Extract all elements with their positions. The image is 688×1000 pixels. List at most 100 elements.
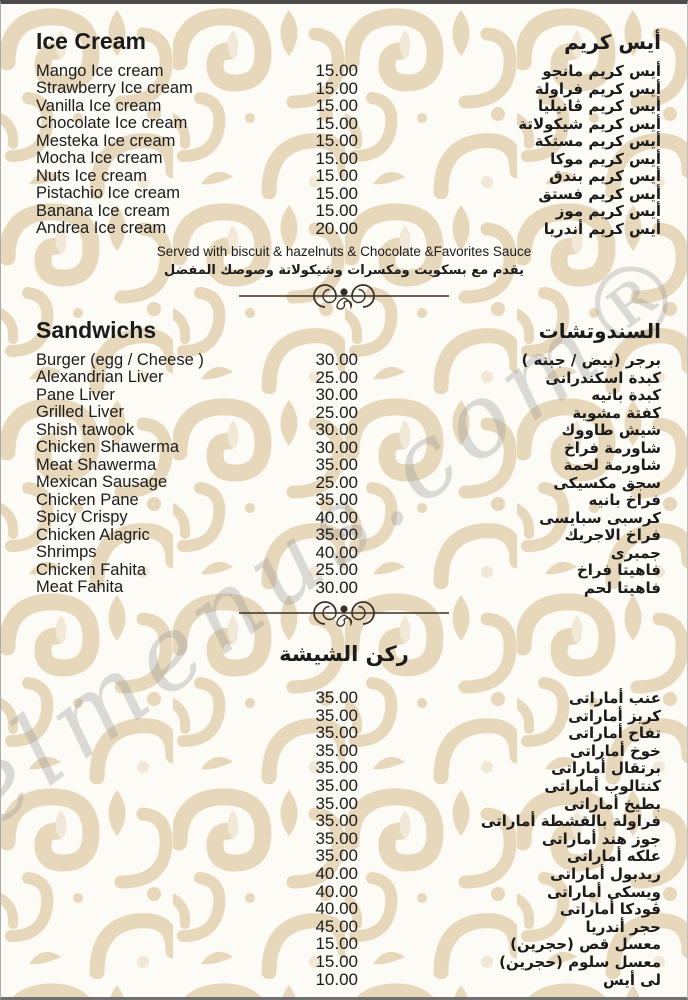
menu-item-row: Chicken Fahita 25.00 فاهيتا فراخ <box>1 560 687 579</box>
item-price: 15.00 <box>315 148 358 168</box>
menu-item-row: Grilled Liver 25.00 كفتة مشوية <box>1 403 687 422</box>
flourish-divider-icon <box>239 601 449 627</box>
sandwiches-header: Sandwichs السندوتشات <box>1 317 687 344</box>
item-name-ar: أيس كريم موز <box>555 202 661 220</box>
ice-cream-title-ar: أيس كريم <box>564 30 661 54</box>
item-name-en: Meat Shawerma <box>36 455 157 474</box>
menu-item-row: 35.00 كنتالوب أماراتى <box>1 775 687 795</box>
menu-item-row: Chicken Pane 35.00 فراخ بانيه <box>1 490 687 509</box>
item-name-en: Shish tawook <box>36 420 135 439</box>
item-name-ar: تفاح أماراتى <box>568 724 661 743</box>
menu-item-row: 45.00 حجر أندريا <box>1 916 687 936</box>
item-price: 35.00 <box>315 688 358 707</box>
sandwiches-title-en: Sandwichs <box>36 317 157 343</box>
menu-item-row: 35.00 بطيخ أماراتى <box>1 794 687 813</box>
menu-item-row: 35.00 تفاح أماراتى <box>1 723 687 743</box>
menu-item-row: 35.00 علكه أماراتى <box>1 846 687 866</box>
item-name-ar: علكه أماراتى <box>566 847 661 866</box>
item-price: 35.00 <box>315 811 358 831</box>
item-name-en: Pane Liver <box>36 385 115 404</box>
item-name-ar: فراخ الاجريك <box>564 526 661 544</box>
item-price: 45.00 <box>315 916 358 936</box>
menu-item-row: 40.00 ويسكى أماراتى <box>1 881 687 901</box>
item-name-ar: أيس كريم مانجو <box>542 62 661 80</box>
item-price: 35.00 <box>315 758 358 778</box>
menu-item-row: Burger (egg / Cheese ) 30.00 برجر (بيض /… <box>1 350 687 369</box>
menu-item-row: Chicken Alagric 35.00 فراخ الاجريك <box>1 525 687 544</box>
item-price: 40.00 <box>315 881 358 901</box>
item-name-en: Mocha Ice cream <box>36 149 163 167</box>
item-name-en: Grilled Liver <box>36 403 125 421</box>
item-name-ar: معسل قص (حجرين) <box>510 935 661 954</box>
menu-item-row: Pane Liver 30.00 كبدة بانيه <box>1 385 687 404</box>
item-name-en: Mexican Sausage <box>36 473 168 491</box>
item-name-en: Chicken Fahita <box>36 560 147 579</box>
item-name-ar: برجر (بيض / جبنه ) <box>521 351 661 369</box>
item-price: 15.00 <box>315 78 358 98</box>
menu-item-row: 35.00 برتقال أماراتى <box>1 758 687 778</box>
menu-item-row: Andrea Ice cream 20.00 أيس كريم أندريا <box>1 218 687 238</box>
item-name-ar: عنب أماراتى <box>568 689 661 707</box>
item-name-ar: كبدة اسكندرانى <box>545 368 661 387</box>
item-name-ar: أيس كريم فستق <box>538 184 661 203</box>
item-price: 15.00 <box>315 113 358 133</box>
item-name-ar: أيس كريم شيكولاتة <box>518 114 661 133</box>
menu-item-row: Vanilla Ice cream 15.00 أيس كريم ڤانيليا <box>1 96 687 115</box>
item-name-ar: أيس كريم ڤانيليا <box>538 97 661 115</box>
damask-background <box>1 4 687 997</box>
item-name-en: Strawberry Ice cream <box>36 79 193 97</box>
item-price: 30.00 <box>315 577 358 597</box>
item-price: 40.00 <box>315 863 358 883</box>
section-sandwiches: Sandwichs السندوتشات Burger (egg / Chees… <box>1 317 687 597</box>
item-name-en: Mesteka Ice cream <box>36 131 176 150</box>
ice-cream-note-en: Served with biscuit & hazelnuts & Chocol… <box>156 244 532 259</box>
item-name-en: Chicken Pane <box>36 490 139 509</box>
item-price: 40.00 <box>315 542 358 562</box>
item-price: 10.00 <box>315 969 358 989</box>
item-price: 35.00 <box>315 705 358 725</box>
item-name-en: Chicken Shawerma <box>36 438 180 456</box>
item-price: 30.00 <box>315 385 358 404</box>
item-price: 25.00 <box>315 472 358 492</box>
menu-item-row: Mesteka Ice cream 15.00 أيس كريم مستكة <box>1 131 687 150</box>
item-price: 35.00 <box>315 525 358 544</box>
item-price: 15.00 <box>315 131 358 150</box>
item-name-ar: كريز أماراتى <box>568 706 661 725</box>
item-price: 40.00 <box>315 507 358 527</box>
item-price: 15.00 <box>315 951 358 971</box>
item-name-ar: أيس كريم موكا <box>550 149 661 168</box>
ice-cream-note-ar: يقدم مع بسكويت ومكسرات وشيكولاتة وصوصك ا… <box>164 263 524 278</box>
item-name-en: Mango Ice cream <box>36 61 164 80</box>
shisha-title-ar: ركن الشيشة <box>279 642 409 666</box>
item-price: 20.00 <box>315 218 358 238</box>
item-price: 15.00 <box>315 166 358 185</box>
item-price: 35.00 <box>315 775 358 795</box>
menu-item-row: Shrimps 40.00 جمبرى <box>1 542 687 562</box>
item-name-en: Banana Ice cream <box>36 201 170 220</box>
item-price: 40.00 <box>315 899 358 919</box>
flourish-divider-icon <box>239 284 449 310</box>
menu-item-row: Mocha Ice cream 15.00 أيس كريم موكا <box>1 148 687 168</box>
section-shisha: ركن الشيشة 35.00 عنب أماراتى 35.00 كريز … <box>1 642 687 989</box>
item-name-ar: أيس كريم فراولة <box>534 79 661 98</box>
item-name-ar: أيس كريم بندق <box>549 167 661 185</box>
item-name-ar: فاهيتا فراخ <box>576 561 661 579</box>
item-price: 15.00 <box>315 934 358 954</box>
sandwich-items: Burger (egg / Cheese ) 30.00 برجر (بيض /… <box>1 350 687 597</box>
item-name-ar: حجر أندريا <box>585 917 661 936</box>
menu-item-row: 35.00 فراولة بالقشطة أماراتى <box>1 811 687 831</box>
item-name-ar: برتقال أماراتى <box>551 759 661 778</box>
menu-item-row: Shish tawook 30.00 شيش طاووك <box>1 420 687 439</box>
item-price: 35.00 <box>315 723 358 743</box>
shisha-items: 35.00 عنب أماراتى 35.00 كريز أماراتى 35.… <box>1 688 687 989</box>
menu-item-row: 10.00 لى أيس <box>1 969 687 989</box>
item-name-ar: لى أيس <box>602 970 661 989</box>
item-name-ar: شاورمة فراخ <box>563 438 661 457</box>
menu-item-row: Meat Fahita 30.00 فاهيتا لحم <box>1 577 687 597</box>
menu-item-row: Strawberry Ice cream 15.00 أيس كريم فراو… <box>1 78 687 98</box>
item-name-ar: ڤودكا أماراتى <box>559 900 661 919</box>
item-price: 35.00 <box>315 455 358 474</box>
item-price: 35.00 <box>315 846 358 866</box>
menu-item-row: Alexandrian Liver 25.00 كبدة اسكندرانى <box>1 368 687 387</box>
